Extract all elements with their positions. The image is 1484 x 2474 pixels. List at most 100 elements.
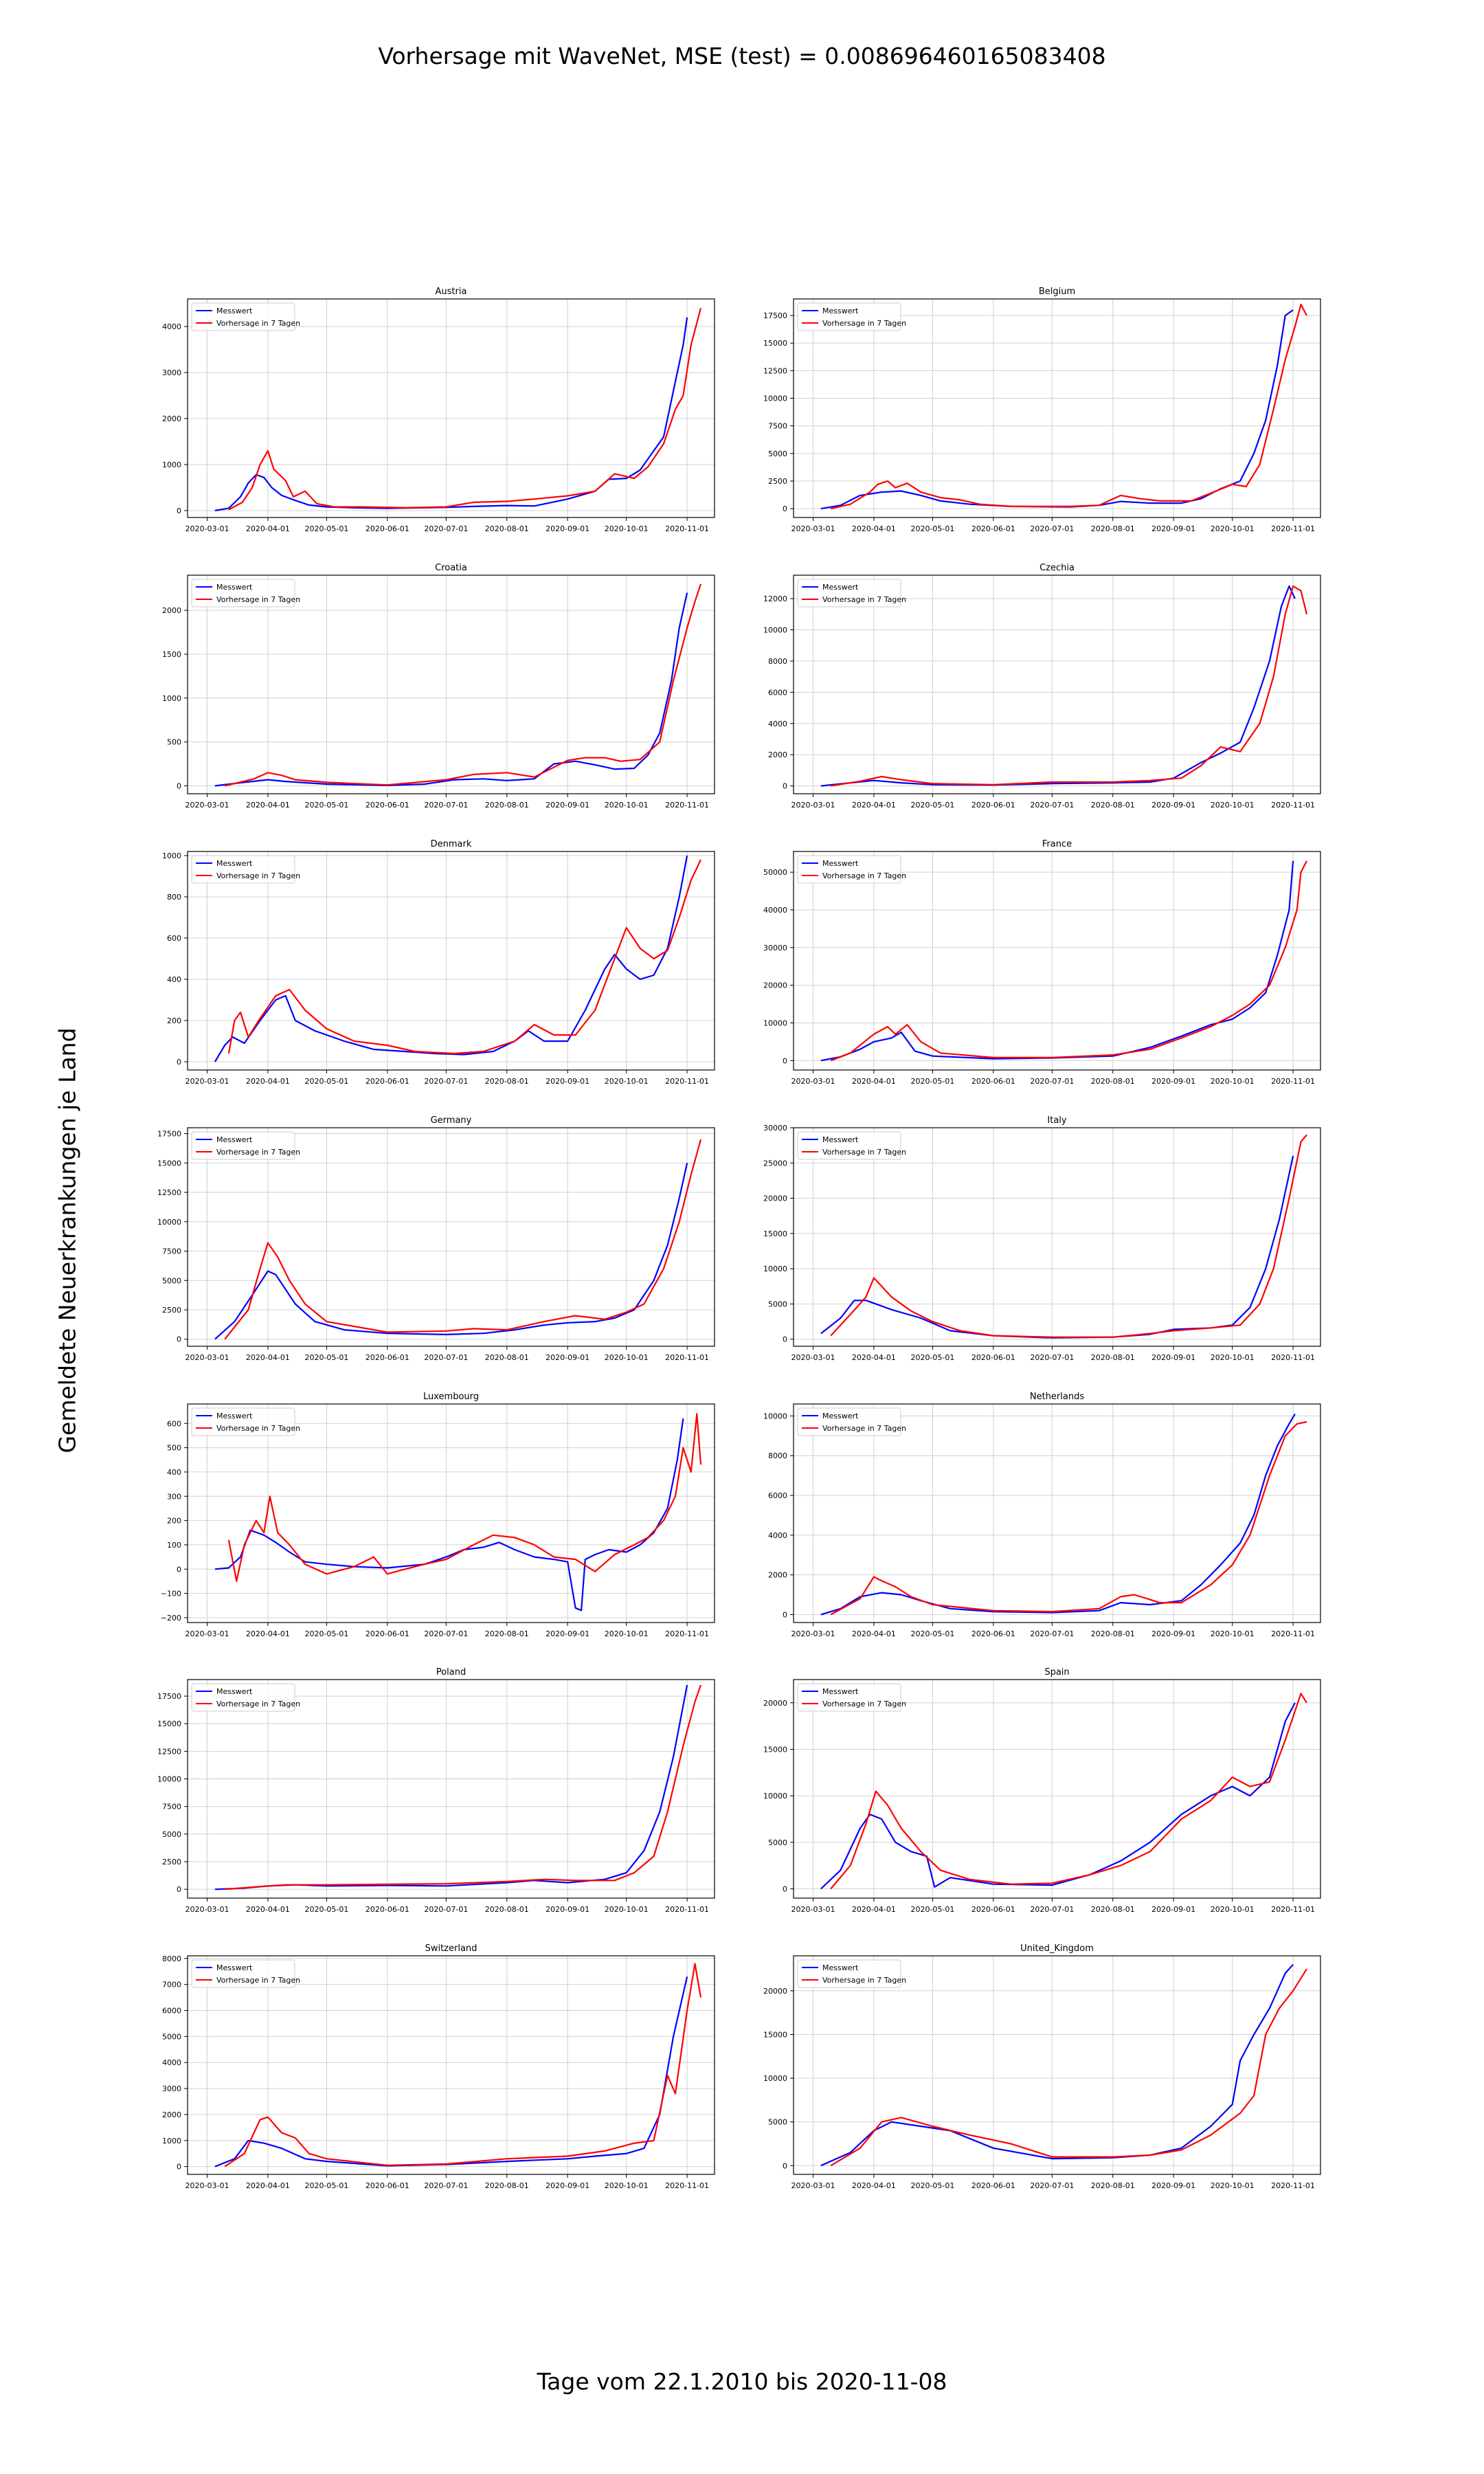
y-tick-label: 20000 bbox=[763, 1699, 787, 1708]
legend-box bbox=[797, 579, 901, 608]
y-tick-label: 15000 bbox=[157, 1719, 181, 1728]
y-tick-label: −200 bbox=[161, 1614, 181, 1623]
x-tick-label: 2020-03-01 bbox=[186, 524, 229, 533]
x-tick-label: 2020-03-01 bbox=[791, 524, 835, 533]
x-tick-label: 2020-06-01 bbox=[366, 1905, 409, 1914]
x-tick-label: 2020-04-01 bbox=[852, 801, 896, 810]
figure-xlabel: Tage vom 22.1.2010 bis 2020-11-08 bbox=[537, 2368, 947, 2395]
series-line-vorhersage bbox=[830, 1420, 1307, 1616]
y-tick-label: 0 bbox=[177, 782, 181, 791]
legend: Messwert Vorhersage in 7 Tagen bbox=[797, 855, 906, 884]
y-tick-label: 10000 bbox=[763, 2074, 787, 2083]
legend-label-messwert: Messwert bbox=[216, 1412, 253, 1420]
legend-label-vorhersage: Vorhersage in 7 Tagen bbox=[822, 1700, 906, 1708]
x-tick-label: 2020-08-01 bbox=[1091, 801, 1135, 810]
x-tick-label: 2020-03-01 bbox=[186, 2181, 229, 2190]
x-tick-label: 2020-11-01 bbox=[665, 1629, 709, 1638]
y-tick-label: 30000 bbox=[763, 1124, 787, 1133]
x-tick-label: 2020-03-01 bbox=[791, 1353, 835, 1362]
axes-frame bbox=[793, 851, 1321, 1071]
legend-box bbox=[797, 1131, 901, 1160]
x-tick-label: 2020-11-01 bbox=[1271, 1629, 1315, 1638]
y-tick-label: 17500 bbox=[157, 1130, 181, 1139]
subplot-title: United_Kingdom bbox=[1020, 1943, 1094, 1954]
subplot-croatia: 2020-03-01 2020-04-01 2020-05-01 2020-06-01… bbox=[162, 563, 715, 810]
y-tick-label: 12500 bbox=[763, 366, 787, 375]
legend-label-messwert: Messwert bbox=[822, 1963, 859, 1972]
legend-box bbox=[191, 302, 295, 331]
x-tick-label: 2020-06-01 bbox=[971, 1353, 1015, 1362]
x-tick-label: 2020-11-01 bbox=[665, 1077, 709, 1086]
x-tick-label: 2020-07-01 bbox=[424, 2181, 468, 2190]
y-tick-label: 0 bbox=[783, 2161, 787, 2170]
x-tick-label: 2020-07-01 bbox=[424, 801, 468, 810]
y-tick-label: 12500 bbox=[157, 1188, 181, 1197]
x-tick-label: 2020-10-01 bbox=[1211, 801, 1255, 810]
y-tick-label: 5000 bbox=[768, 1300, 787, 1308]
x-tick-label: 2020-10-01 bbox=[1211, 1905, 1255, 1914]
subplot-title: Austria bbox=[436, 287, 467, 297]
x-tick-label: 2020-06-01 bbox=[971, 524, 1015, 533]
y-tick-label: 0 bbox=[783, 1056, 787, 1065]
x-tick-label: 2020-06-01 bbox=[366, 524, 409, 533]
y-tick-label: 5000 bbox=[162, 2032, 181, 2041]
legend-box bbox=[797, 1959, 901, 1988]
y-tick-label: 10000 bbox=[157, 1775, 181, 1784]
subplot-title: Germany bbox=[431, 1115, 472, 1126]
x-tick-label: 2020-04-01 bbox=[852, 1905, 896, 1914]
legend: Messwert Vorhersage in 7 Tagen bbox=[797, 1407, 906, 1436]
y-tick-label: 5000 bbox=[768, 449, 787, 458]
y-tick-label: 2000 bbox=[768, 1571, 787, 1580]
x-tick-label: 2020-03-01 bbox=[791, 2181, 835, 2190]
y-tick-label: 500 bbox=[167, 738, 181, 747]
x-tick-label: 2020-08-01 bbox=[1091, 1629, 1135, 1638]
subplot-title: Croatia bbox=[435, 563, 467, 573]
series-line-vorhersage bbox=[224, 1139, 702, 1340]
series-line-vorhersage bbox=[830, 1968, 1307, 2167]
x-tick-label: 2020-10-01 bbox=[605, 1629, 649, 1638]
x-tick-label: 2020-04-01 bbox=[246, 1077, 290, 1086]
y-tick-label: 15000 bbox=[157, 1159, 181, 1168]
x-tick-label: 2020-10-01 bbox=[605, 801, 649, 810]
legend-label-vorhersage: Vorhersage in 7 Tagen bbox=[822, 595, 906, 604]
y-tick-label: 2000 bbox=[768, 750, 787, 759]
x-tick-label: 2020-10-01 bbox=[605, 1905, 649, 1914]
x-tick-label: 2020-08-01 bbox=[485, 524, 529, 533]
y-tick-label: 17500 bbox=[157, 1692, 181, 1701]
subplot-title: Italy bbox=[1047, 1115, 1067, 1126]
y-tick-label: 15000 bbox=[763, 2030, 787, 2039]
subplot-title: Belgium bbox=[1039, 287, 1075, 297]
x-tick-label: 2020-07-01 bbox=[424, 1077, 468, 1086]
y-tick-label: 2500 bbox=[768, 477, 787, 486]
x-tick-label: 2020-11-01 bbox=[665, 1905, 709, 1914]
y-tick-label: 1000 bbox=[162, 851, 181, 860]
legend-box bbox=[191, 1959, 295, 1988]
legend-box bbox=[797, 1683, 901, 1712]
y-tick-label: 15000 bbox=[763, 339, 787, 348]
series-line-messwert bbox=[214, 1418, 684, 1612]
x-tick-label: 2020-11-01 bbox=[1271, 2181, 1315, 2190]
axes-frame bbox=[187, 1955, 715, 2175]
x-tick-label: 2020-11-01 bbox=[1271, 524, 1315, 533]
series-line-messwert bbox=[214, 855, 688, 1062]
legend-label-messwert: Messwert bbox=[216, 307, 253, 315]
subplot-title: Switzerland bbox=[425, 1943, 477, 1954]
x-tick-label: 2020-10-01 bbox=[1211, 1353, 1255, 1362]
y-tick-label: 4000 bbox=[768, 1531, 787, 1540]
y-tick-label: 12000 bbox=[763, 594, 787, 603]
x-tick-label: 2020-04-01 bbox=[246, 801, 290, 810]
x-tick-label: 2020-10-01 bbox=[1211, 2181, 1255, 2190]
x-tick-label: 2020-05-01 bbox=[304, 1077, 348, 1086]
y-tick-label: 2000 bbox=[162, 606, 181, 615]
x-tick-label: 2020-10-01 bbox=[1211, 524, 1255, 533]
legend: Messwert Vorhersage in 7 Tagen bbox=[797, 1959, 906, 1988]
x-tick-label: 2020-03-01 bbox=[186, 1077, 229, 1086]
x-tick-label: 2020-04-01 bbox=[852, 2181, 896, 2190]
axes-frame bbox=[793, 1403, 1321, 1623]
legend-label-vorhersage: Vorhersage in 7 Tagen bbox=[822, 1148, 906, 1157]
legend-box bbox=[797, 1407, 901, 1436]
legend-label-messwert: Messwert bbox=[822, 859, 859, 868]
legend-label-vorhersage: Vorhersage in 7 Tagen bbox=[822, 319, 906, 328]
x-tick-label: 2020-06-01 bbox=[971, 1905, 1015, 1914]
